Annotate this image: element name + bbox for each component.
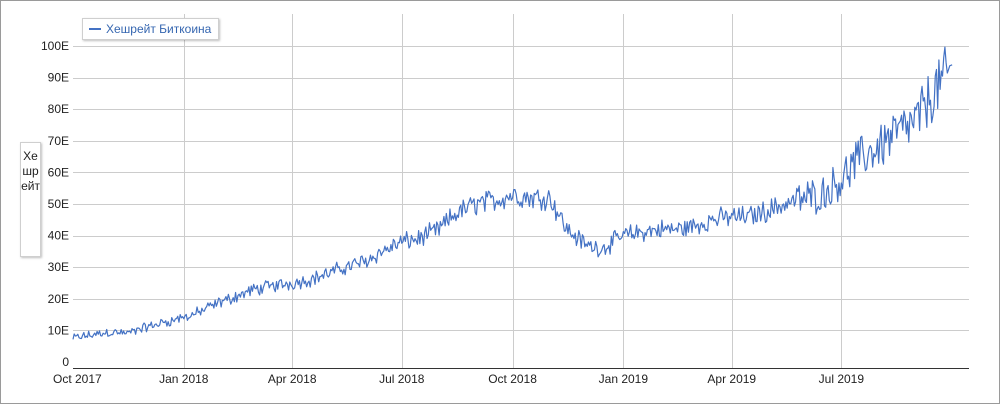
grid-lines: [73, 14, 969, 369]
y-tick-label: 100E: [41, 39, 69, 53]
x-tick-label: Oct 2018: [488, 372, 537, 386]
legend[interactable]: Хешрейт Биткоина: [82, 18, 220, 40]
x-tick-label: Apr 2018: [268, 372, 317, 386]
y-tick-label: 30E: [48, 260, 69, 274]
y-tick-label: 10E: [48, 323, 69, 337]
x-tick-label: Jul 2018: [379, 372, 425, 386]
x-tick-label: Jan 2019: [599, 372, 649, 386]
x-tick-labels: Oct 2017 Jan 2018 Apr 2018 Jul 2018 Oct 2018…: [53, 372, 864, 386]
y-tick-label: 80E: [48, 102, 69, 116]
legend-swatch: [89, 28, 101, 30]
x-tick-label: Jan 2018: [159, 372, 209, 386]
y-axis-label-box: Хешрейт: [20, 142, 41, 257]
y-tick-labels: 0 10E 20E 30E 40E 50E 60E 70E 80E 90E 100E: [41, 39, 69, 369]
y-tick-label: 40E: [48, 229, 69, 243]
x-tick-label: Jul 2019: [819, 372, 865, 386]
y-tick-label: 50E: [48, 197, 69, 211]
legend-label: Хешрейт Биткоина: [106, 22, 212, 36]
y-axis-label: Хешрейт: [21, 149, 40, 194]
series-group: [72, 46, 953, 340]
x-tick-label: Oct 2017: [53, 372, 102, 386]
series-line: [72, 46, 953, 340]
y-tick-label: 20E: [48, 292, 69, 306]
y-tick-label: 0: [62, 355, 69, 369]
x-tick-label: Apr 2019: [707, 372, 756, 386]
y-tick-label: 90E: [48, 71, 69, 85]
y-tick-label: 60E: [48, 165, 69, 179]
y-tick-label: 70E: [48, 134, 69, 148]
